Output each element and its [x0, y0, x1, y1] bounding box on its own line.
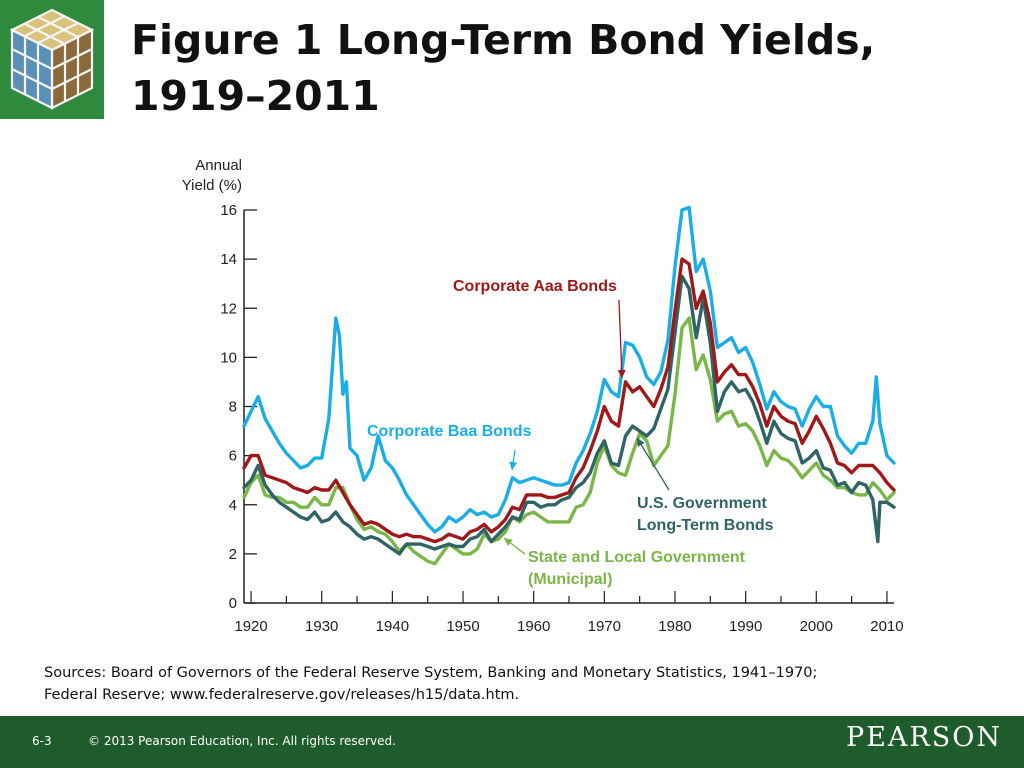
- y-axis-label: Yield (%): [182, 177, 242, 194]
- y-axis-label: Annual: [195, 157, 242, 174]
- series-arrowhead-corporate-aaa-bonds: [617, 369, 626, 378]
- y-tick-label: 0: [229, 595, 237, 612]
- series-line-corporate-aaa-bonds: [242, 257, 896, 544]
- y-tick-label: 10: [220, 349, 237, 366]
- y-tick-label: 6: [229, 448, 237, 465]
- footer-bar: 6-3 © 2013 Pearson Education, Inc. All r…: [0, 716, 1024, 768]
- x-tick-label: 1970: [588, 618, 621, 635]
- y-tick-label: 12: [220, 300, 237, 317]
- sources-note: Sources: Board of Governors of the Feder…: [44, 662, 1004, 706]
- series-label-state-and-local-government-municipal: (Municipal): [528, 571, 612, 588]
- series-label-corporate-aaa-bonds: Corporate Aaa Bonds: [453, 278, 617, 295]
- sources-line-1: Sources: Board of Governors of the Feder…: [44, 665, 818, 681]
- y-tick-label: 2: [229, 546, 237, 563]
- x-tick-label: 1930: [305, 618, 338, 635]
- y-tick-label: 14: [220, 251, 237, 268]
- rubiks-cube-logo-icon: [0, 0, 104, 119]
- x-tick-label: 1960: [517, 618, 550, 635]
- slide-title-line-1: Figure 1 Long-Term Bond Yields,: [131, 16, 876, 64]
- chart-series-labels: Corporate Baa Bonds Corporate Aaa Bonds U.…: [367, 278, 774, 588]
- chart-axes: 0 2 4 6 8 10 12 14 16 Annual Yield (%) 1920 1930 1940…: [182, 157, 904, 635]
- series-label-u-s-government-long-term-bonds: U.S. Government: [637, 495, 767, 512]
- series-label-u-s-government-long-term-bonds: Long-Term Bonds: [637, 517, 774, 534]
- copyright-notice: © 2013 Pearson Education, Inc. All right…: [88, 734, 396, 748]
- series-leader-line-u-s-government-long-term-bonds: [636, 437, 670, 491]
- slide-title: Figure 1 Long-Term Bond Yields, 1919–201…: [131, 12, 1011, 124]
- pearson-logo: PEARSON: [846, 722, 1002, 753]
- series-arrowhead-state-and-local-government-municipal: [504, 538, 513, 546]
- x-tick-label: 1920: [234, 618, 267, 635]
- series-arrowhead-u-s-government-long-term-bonds: [637, 438, 645, 447]
- bond-yield-chart: 0 2 4 6 8 10 12 14 16 Annual Yield (%) 1920 1930 1940…: [150, 150, 910, 640]
- series-label-corporate-baa-bonds: Corporate Baa Bonds: [367, 423, 532, 440]
- y-tick-label: 8: [229, 399, 237, 416]
- series-leader-line-corporate-aaa-bonds: [618, 299, 623, 379]
- x-tick-label: 1950: [446, 618, 479, 635]
- sources-line-2: Federal Reserve; www.federalreserve.gov/…: [44, 687, 520, 703]
- series-arrowhead-corporate-baa-bonds: [509, 461, 518, 470]
- slide-title-line-2: 1919–2011: [131, 72, 380, 120]
- series-line-u-s-government-long-term-bonds: [242, 274, 896, 556]
- series-label-state-and-local-government-municipal: State and Local Government: [528, 549, 746, 566]
- x-tick-label: 1940: [376, 618, 409, 635]
- y-tick-label: 16: [220, 202, 237, 219]
- chart-series: [242, 205, 896, 566]
- page-number: 6-3: [32, 734, 52, 748]
- y-tick-label: 4: [229, 497, 237, 514]
- chart-svg: 0 2 4 6 8 10 12 14 16 Annual Yield (%) 1920 1930 1940…: [182, 157, 904, 635]
- series-line-corporate-baa-bonds: [242, 205, 896, 534]
- x-tick-label: 2000: [800, 618, 833, 635]
- x-tick-label: 1980: [658, 618, 691, 635]
- x-tick-label: 2010: [870, 618, 903, 635]
- x-tick-label: 1990: [729, 618, 762, 635]
